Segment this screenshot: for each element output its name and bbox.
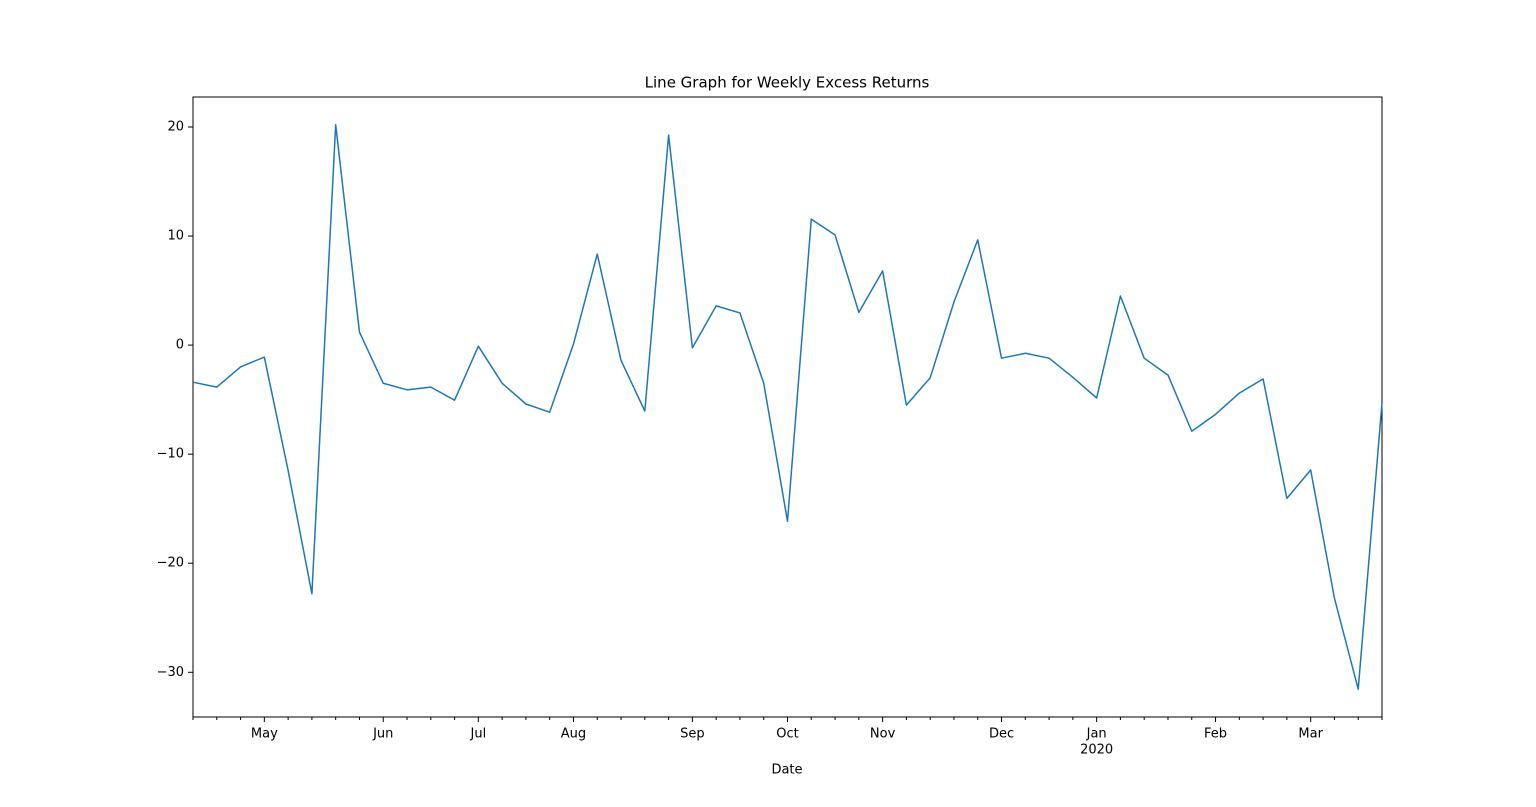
chart-title: Line Graph for Weekly Excess Returns <box>645 74 930 92</box>
y-tick-label: 0 <box>176 338 184 353</box>
x-tick-label: Feb <box>1204 727 1227 742</box>
x-tick-label: May <box>251 727 278 742</box>
x-tick-label: Jul <box>470 727 487 742</box>
x-tick-label: Mar <box>1298 727 1323 742</box>
y-tick-label: −10 <box>157 447 184 462</box>
x-tick-label: Sep <box>680 727 705 742</box>
x-tick-label: Dec <box>989 727 1014 742</box>
line-series <box>192 124 1383 690</box>
x-tick-label: Jan <box>1086 727 1107 742</box>
x-year-label: 2020 <box>1080 743 1113 758</box>
plot-frame <box>192 96 1383 718</box>
x-axis-label: Date <box>771 763 802 778</box>
x-tick-label: Aug <box>561 727 586 742</box>
y-tick-label: −20 <box>157 556 184 571</box>
y-tick-label: 10 <box>167 229 184 244</box>
y-tick-label: −30 <box>157 665 184 680</box>
x-tick-label: Jun <box>372 727 393 742</box>
x-tick-label: Oct <box>776 727 798 742</box>
y-tick-label: 20 <box>167 119 184 134</box>
x-tick-label: Nov <box>870 727 896 742</box>
